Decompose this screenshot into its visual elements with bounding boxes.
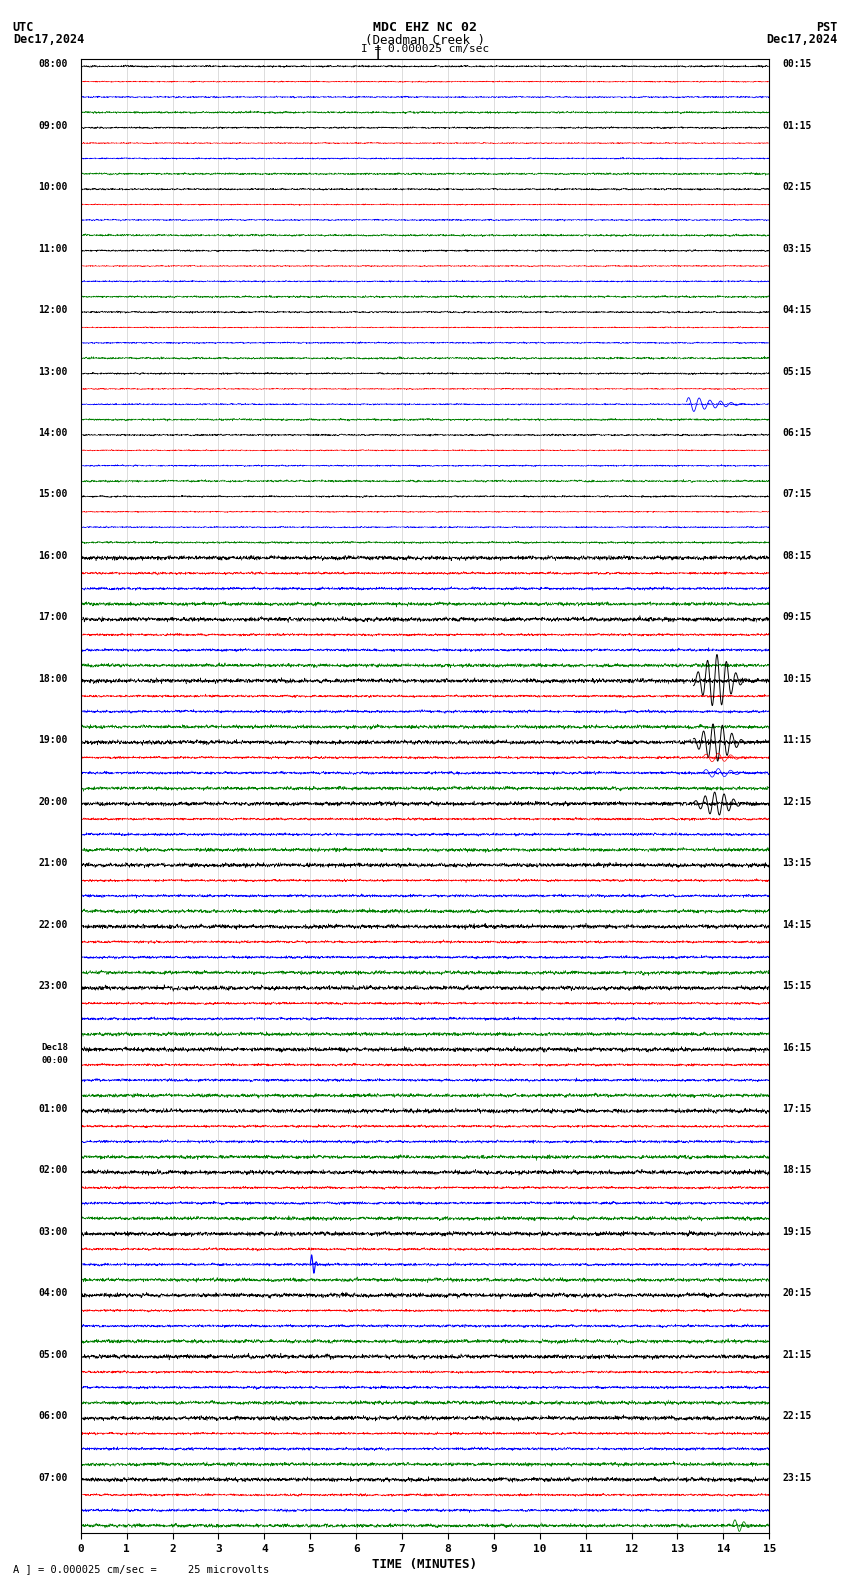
Text: 12:00: 12:00: [38, 306, 68, 315]
Text: 00:00: 00:00: [41, 1055, 68, 1064]
Text: 10:15: 10:15: [782, 673, 812, 684]
Text: 08:15: 08:15: [782, 551, 812, 561]
Text: 19:00: 19:00: [38, 735, 68, 746]
Text: 20:15: 20:15: [782, 1288, 812, 1299]
Text: 09:15: 09:15: [782, 613, 812, 623]
Text: MDC EHZ NC 02: MDC EHZ NC 02: [373, 21, 477, 35]
Text: I = 0.000025 cm/sec: I = 0.000025 cm/sec: [361, 44, 489, 54]
Text: 17:15: 17:15: [782, 1104, 812, 1114]
Text: 18:15: 18:15: [782, 1166, 812, 1175]
Text: 12:15: 12:15: [782, 797, 812, 806]
Text: (Deadman Creek ): (Deadman Creek ): [365, 33, 485, 48]
Text: 19:15: 19:15: [782, 1228, 812, 1237]
Text: 18:00: 18:00: [38, 673, 68, 684]
X-axis label: TIME (MINUTES): TIME (MINUTES): [372, 1559, 478, 1571]
Text: 21:00: 21:00: [38, 859, 68, 868]
Text: 00:15: 00:15: [782, 59, 812, 70]
Text: 06:00: 06:00: [38, 1411, 68, 1421]
Text: 21:15: 21:15: [782, 1350, 812, 1359]
Text: 07:00: 07:00: [38, 1473, 68, 1483]
Text: 13:15: 13:15: [782, 859, 812, 868]
Text: 14:15: 14:15: [782, 920, 812, 930]
Text: 06:15: 06:15: [782, 428, 812, 439]
Text: 09:00: 09:00: [38, 120, 68, 131]
Text: 16:00: 16:00: [38, 551, 68, 561]
Text: |: |: [374, 44, 382, 59]
Text: 13:00: 13:00: [38, 366, 68, 377]
Text: 16:15: 16:15: [782, 1042, 812, 1052]
Text: 10:00: 10:00: [38, 182, 68, 192]
Text: 05:15: 05:15: [782, 366, 812, 377]
Text: 11:15: 11:15: [782, 735, 812, 746]
Text: 15:15: 15:15: [782, 980, 812, 992]
Text: PST: PST: [816, 21, 837, 35]
Text: 23:00: 23:00: [38, 980, 68, 992]
Text: 20:00: 20:00: [38, 797, 68, 806]
Text: 15:00: 15:00: [38, 489, 68, 499]
Text: 01:00: 01:00: [38, 1104, 68, 1114]
Text: 04:00: 04:00: [38, 1288, 68, 1299]
Text: 23:15: 23:15: [782, 1473, 812, 1483]
Text: 11:00: 11:00: [38, 244, 68, 253]
Text: UTC: UTC: [13, 21, 34, 35]
Text: 22:15: 22:15: [782, 1411, 812, 1421]
Text: 14:00: 14:00: [38, 428, 68, 439]
Text: 07:15: 07:15: [782, 489, 812, 499]
Text: 03:15: 03:15: [782, 244, 812, 253]
Text: 02:00: 02:00: [38, 1166, 68, 1175]
Text: A ] = 0.000025 cm/sec =     25 microvolts: A ] = 0.000025 cm/sec = 25 microvolts: [13, 1565, 269, 1574]
Text: 01:15: 01:15: [782, 120, 812, 131]
Text: 17:00: 17:00: [38, 613, 68, 623]
Text: 03:00: 03:00: [38, 1228, 68, 1237]
Text: Dec17,2024: Dec17,2024: [13, 33, 84, 46]
Text: 05:00: 05:00: [38, 1350, 68, 1359]
Text: 04:15: 04:15: [782, 306, 812, 315]
Text: Dec18: Dec18: [41, 1042, 68, 1052]
Text: 08:00: 08:00: [38, 59, 68, 70]
Text: Dec17,2024: Dec17,2024: [766, 33, 837, 46]
Text: 02:15: 02:15: [782, 182, 812, 192]
Text: 22:00: 22:00: [38, 920, 68, 930]
